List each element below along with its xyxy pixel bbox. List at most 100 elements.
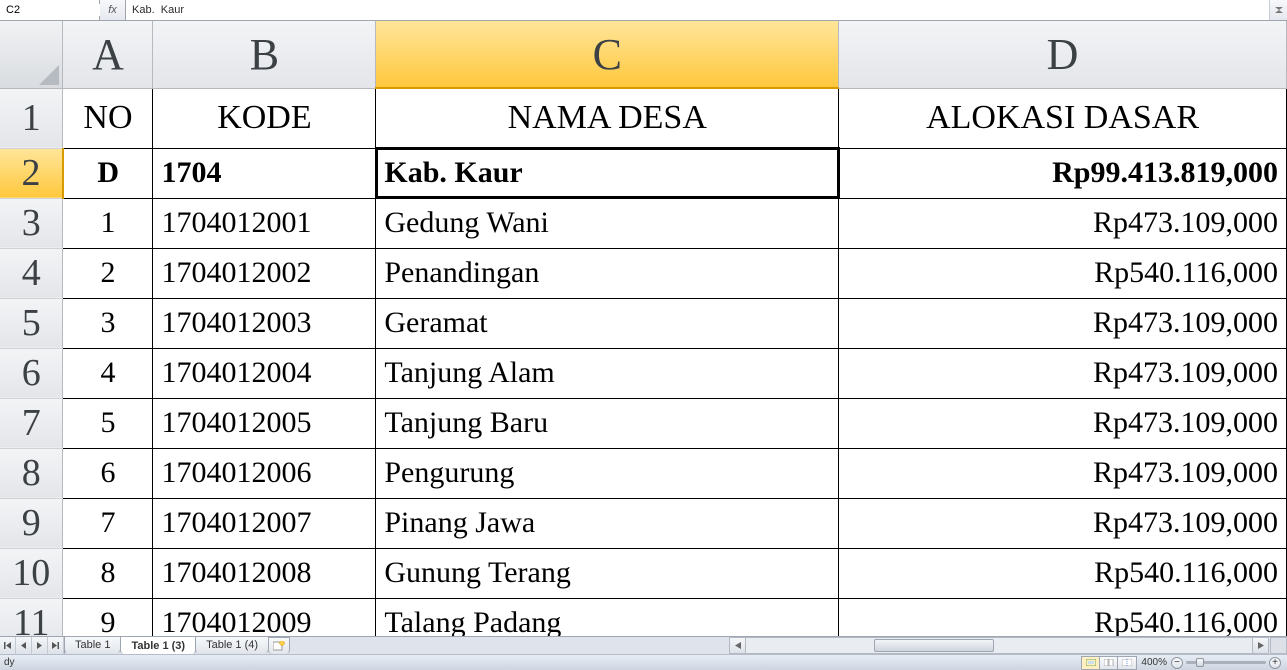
cell-alokasi[interactable]: Rp540.116,000 [839, 548, 1287, 598]
summary-kode[interactable]: 1704 [153, 148, 376, 198]
col-header-D[interactable]: D [839, 21, 1287, 88]
zoom-out[interactable]: − [1171, 657, 1183, 669]
tab-nav-last[interactable] [48, 637, 64, 654]
row-header-5[interactable]: 5 [0, 298, 63, 348]
cell-no[interactable]: 8 [63, 548, 153, 598]
cell-nama[interactable]: Tanjung Baru [376, 398, 839, 448]
cell-nama[interactable]: Penandingan [376, 248, 839, 298]
cell-no[interactable]: 1 [63, 198, 153, 248]
cell-alokasi[interactable]: Rp473.109,000 [839, 398, 1287, 448]
hscroll-left[interactable] [730, 638, 746, 653]
header-kode[interactable]: KODE [153, 88, 376, 148]
view-buttons [1081, 656, 1137, 670]
cell-kode[interactable]: 1704012007 [153, 498, 376, 548]
table-row: 311704012001Gedung WaniRp473.109,000 [0, 198, 1287, 248]
formula-value: Kab. Kaur [132, 4, 184, 16]
cell-alokasi[interactable]: Rp473.109,000 [839, 498, 1287, 548]
formula-expand-button[interactable] [1269, 0, 1287, 20]
zoom-track[interactable] [1186, 661, 1266, 664]
row-header-9[interactable]: 9 [0, 498, 63, 548]
row-header-1[interactable]: 1 [0, 88, 63, 148]
row-header-11[interactable]: 11 [0, 598, 63, 636]
cell-nama[interactable]: Geramat [376, 298, 839, 348]
col-header-C[interactable]: C [376, 21, 839, 88]
cell-nama[interactable]: Talang Padang [376, 598, 839, 636]
cell-alokasi[interactable]: Rp473.109,000 [839, 298, 1287, 348]
header-alokasi[interactable]: ALOKASI DASAR [839, 88, 1287, 148]
summary-nama[interactable]: Kab. Kaur [376, 148, 839, 198]
view-page-break[interactable] [1118, 657, 1136, 669]
cell-kode[interactable]: 1704012001 [153, 198, 376, 248]
horizontal-scrollbar[interactable] [729, 637, 1269, 654]
zoom-slider: − + [1171, 657, 1281, 669]
cell-alokasi[interactable]: Rp540.116,000 [839, 598, 1287, 636]
view-page-layout[interactable] [1100, 657, 1118, 669]
cell-alokasi[interactable]: Rp473.109,000 [839, 348, 1287, 398]
status-ready: dy [4, 657, 15, 668]
cell-kode[interactable]: 1704012004 [153, 348, 376, 398]
cell-nama[interactable]: Gunung Terang [376, 548, 839, 598]
table-row: 861704012006PengurungRp473.109,000 [0, 448, 1287, 498]
scroll-corner [1270, 637, 1287, 654]
cell-nama[interactable]: Tanjung Alam [376, 348, 839, 398]
cell-alokasi[interactable]: Rp473.109,000 [839, 448, 1287, 498]
tab-nav-first[interactable] [0, 637, 16, 654]
bottom-bar: Table 1Table 1 (3)Table 1 (4) dy 400% − … [0, 636, 1287, 670]
cell-alokasi[interactable]: Rp540.116,000 [839, 248, 1287, 298]
header-nama[interactable]: NAMA DESA [376, 88, 839, 148]
cell-kode[interactable]: 1704012003 [153, 298, 376, 348]
new-sheet-tab[interactable] [268, 637, 290, 654]
row-header-8[interactable]: 8 [0, 448, 63, 498]
view-normal[interactable] [1082, 657, 1100, 669]
cell-no[interactable]: 3 [63, 298, 153, 348]
cell-no[interactable]: 7 [63, 498, 153, 548]
select-all-corner[interactable] [0, 21, 63, 88]
table-row: 421704012002PenandinganRp540.116,000 [0, 248, 1287, 298]
table-row: 1191704012009Talang PadangRp540.116,000 [0, 598, 1287, 636]
table-row: 2D1704Kab. KaurRp99.413.819,000 [0, 148, 1287, 198]
row-header-7[interactable]: 7 [0, 398, 63, 448]
cell-kode[interactable]: 1704012006 [153, 448, 376, 498]
sheet-tab[interactable]: Table 1 (3) [120, 636, 196, 654]
hscroll-thumb[interactable] [874, 639, 994, 652]
cell-no[interactable]: 2 [63, 248, 153, 298]
col-header-B[interactable]: B [153, 21, 376, 88]
cell-kode[interactable]: 1704012005 [153, 398, 376, 448]
sheet-tab[interactable]: Table 1 [64, 636, 121, 653]
row-header-10[interactable]: 10 [0, 548, 63, 598]
hscroll-track[interactable] [746, 638, 1252, 653]
cell-kode[interactable]: 1704012008 [153, 548, 376, 598]
cell-no[interactable]: 9 [63, 598, 153, 636]
cell-no[interactable]: 6 [63, 448, 153, 498]
cell-nama[interactable]: Pengurung [376, 448, 839, 498]
row-header-3[interactable]: 3 [0, 198, 63, 248]
hscroll-right[interactable] [1252, 638, 1268, 653]
summary-no[interactable]: D [63, 148, 153, 198]
row-header-2[interactable]: 2 [0, 148, 63, 198]
table-row: 641704012004Tanjung AlamRp473.109,000 [0, 348, 1287, 398]
cell-nama[interactable]: Gedung Wani [376, 198, 839, 248]
cell-kode[interactable]: 1704012002 [153, 248, 376, 298]
cell-nama[interactable]: Pinang Jawa [376, 498, 839, 548]
zoom-in[interactable]: + [1269, 657, 1281, 669]
formula-input[interactable]: Kab. Kaur [126, 0, 1269, 20]
cell-no[interactable]: 4 [63, 348, 153, 398]
status-bar: dy 400% − + [0, 654, 1287, 670]
row-header-6[interactable]: 6 [0, 348, 63, 398]
sheet-tab[interactable]: Table 1 (4) [195, 636, 269, 653]
zoom-label[interactable]: 400% [1141, 657, 1167, 668]
summary-alokasi[interactable]: Rp99.413.819,000 [839, 148, 1287, 198]
tab-nav-next[interactable] [32, 637, 48, 654]
table-row: 1081704012008Gunung TerangRp540.116,000 [0, 548, 1287, 598]
cell-no[interactable]: 5 [63, 398, 153, 448]
row-header-4[interactable]: 4 [0, 248, 63, 298]
fx-button[interactable]: fx [100, 0, 126, 20]
zoom-thumb[interactable] [1196, 658, 1204, 667]
cell-kode[interactable]: 1704012009 [153, 598, 376, 636]
col-header-A[interactable]: A [63, 21, 153, 88]
header-no[interactable]: NO [63, 88, 153, 148]
fx-label: fx [108, 4, 117, 16]
cell-alokasi[interactable]: Rp473.109,000 [839, 198, 1287, 248]
tab-nav-prev[interactable] [16, 637, 32, 654]
table-row: 1NOKODENAMA DESAALOKASI DASAR [0, 88, 1287, 148]
